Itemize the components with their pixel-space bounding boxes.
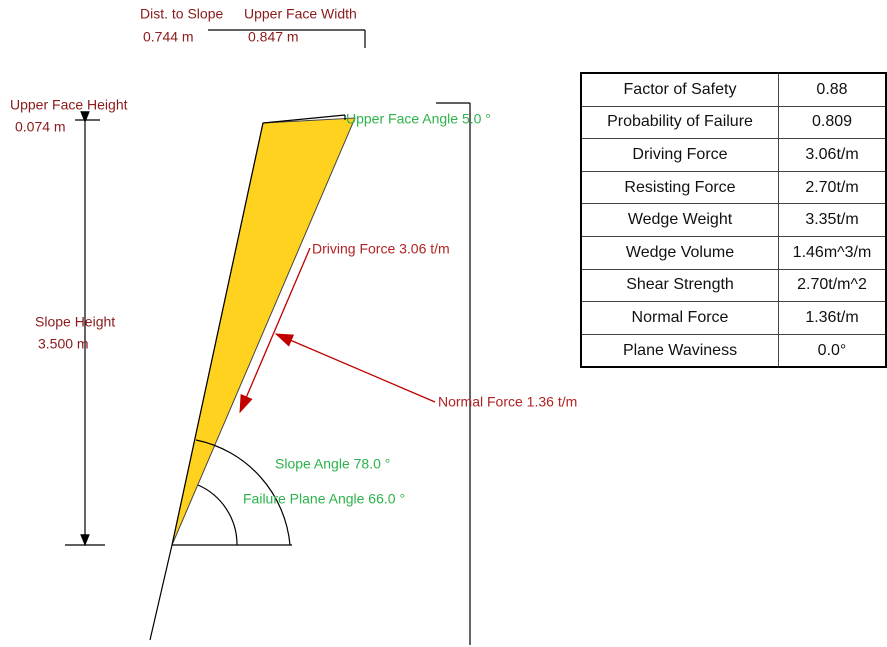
- table-row: Resisting Force 2.70t/m: [580, 170, 887, 205]
- angle-label: Failure Plane Angle 66.0 °: [243, 491, 405, 507]
- dim-value: 3.500 m: [38, 336, 89, 352]
- driving-force-arrow: [239, 247, 311, 414]
- dim-label: Dist. to Slope: [140, 6, 223, 22]
- dim-label: Upper Face Width: [244, 6, 357, 22]
- row-value: 3.06t/m: [778, 138, 887, 172]
- row-value: 0.88: [778, 72, 887, 107]
- table-row: Shear Strength 2.70t/m^2: [580, 268, 887, 303]
- row-value: 1.36t/m: [778, 301, 887, 335]
- row-label: Wedge Volume: [580, 235, 779, 270]
- force-label: Normal Force 1.36 t/m: [438, 394, 577, 410]
- row-label: Shear Strength: [580, 268, 779, 303]
- table-row: Probability of Failure 0.809: [580, 105, 887, 140]
- dim-label: Slope Height: [35, 314, 115, 330]
- dim-value: 0.074 m: [15, 119, 66, 135]
- normal-force-arrow: [274, 333, 436, 403]
- dim-value: 0.847 m: [248, 29, 299, 45]
- angle-label: Slope Angle 78.0 °: [275, 456, 390, 472]
- force-label: Driving Force 3.06 t/m: [312, 241, 450, 257]
- row-label: Factor of Safety: [580, 72, 779, 107]
- row-label: Normal Force: [580, 301, 779, 335]
- row-value: 0.0°: [778, 333, 887, 368]
- row-label: Driving Force: [580, 138, 779, 172]
- row-value: 2.70t/m^2: [778, 268, 887, 303]
- row-label: Resisting Force: [580, 170, 779, 205]
- row-value: 3.35t/m: [778, 203, 887, 237]
- row-value: 0.809: [778, 105, 887, 140]
- table-row: Wedge Weight 3.35t/m: [580, 203, 887, 237]
- table-row: Driving Force 3.06t/m: [580, 138, 887, 172]
- row-label: Plane Waviness: [580, 333, 779, 368]
- row-value: 2.70t/m: [778, 170, 887, 205]
- row-value: 1.46m^3/m: [778, 235, 887, 270]
- row-label: Probability of Failure: [580, 105, 779, 140]
- table-body: Factor of Safety 0.88 Probability of Failu…: [580, 72, 887, 368]
- table-row: Plane Waviness 0.0°: [580, 333, 887, 368]
- slope-lines: [65, 29, 471, 645]
- table-row: Factor of Safety 0.88: [580, 72, 887, 107]
- angle-label: Upper Face Angle 5.0 °: [346, 111, 491, 127]
- table-row: Normal Force 1.36t/m: [580, 301, 887, 335]
- dim-value: 0.744 m: [143, 29, 194, 45]
- table-row: Wedge Volume 1.46m^3/m: [580, 235, 887, 270]
- results-table: Factor of Safety 0.88 Probability of Failu…: [580, 72, 887, 369]
- dim-label: Upper Face Height: [10, 97, 128, 113]
- row-label: Wedge Weight: [580, 203, 779, 237]
